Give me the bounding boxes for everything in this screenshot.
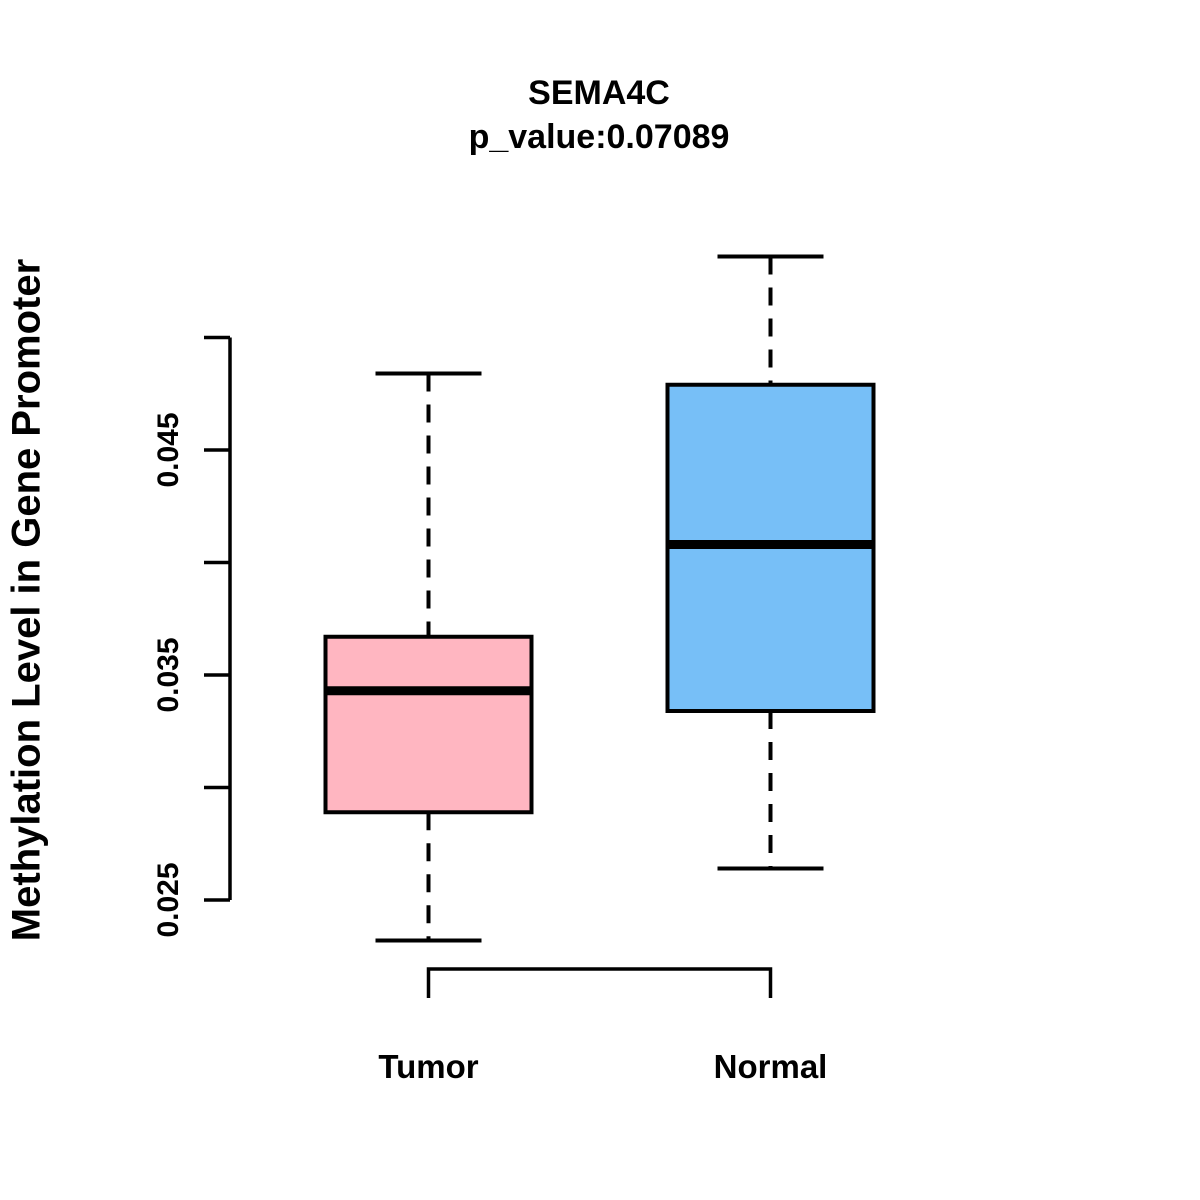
category-label-normal: Normal: [714, 1048, 828, 1085]
chart-title: SEMA4C: [528, 74, 670, 112]
iqr-box: [323, 634, 534, 815]
x-axis: Tumor Normal: [378, 967, 828, 1085]
x-axis-line: [426, 967, 773, 998]
y-tick-label: 0.035: [152, 637, 185, 712]
boxplot-tumor: [323, 371, 534, 943]
y-tick-label: 0.025: [152, 862, 185, 937]
chart-subtitle-pvalue: p_value:0.07089: [468, 118, 730, 156]
boxplot-normal: [665, 254, 876, 871]
category-label-tumor: Tumor: [378, 1048, 478, 1085]
y-tick-label: 0.045: [152, 412, 185, 487]
y-axis: 0.025 0.035 0.045: [152, 335, 232, 938]
